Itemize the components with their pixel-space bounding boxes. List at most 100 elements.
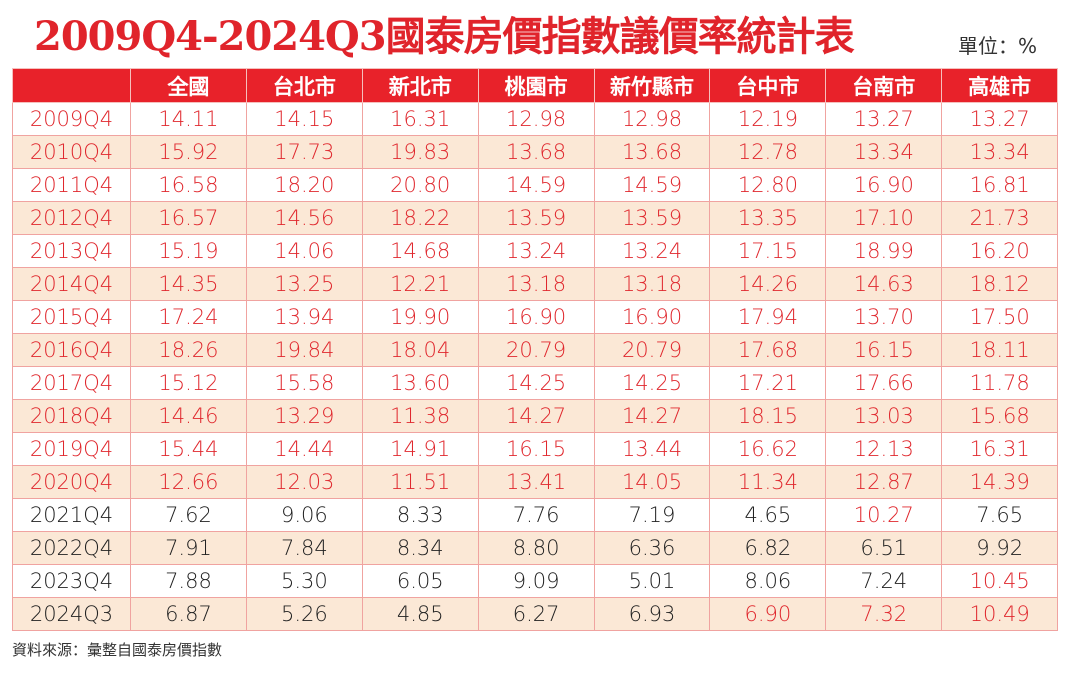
table-cell: 10.49 <box>941 597 1059 631</box>
table-cell: 16.31 <box>361 102 479 136</box>
table-cell: 13.03 <box>825 399 943 433</box>
table-cell: 19.84 <box>245 333 363 367</box>
table-cell: 19.83 <box>361 135 479 169</box>
table-cell: 17.21 <box>709 366 827 400</box>
row-header: 2015Q4 <box>12 300 131 334</box>
data-table: 全國 台北市 新北市 桃園市 新竹縣市 台中市 台南市 高雄市 2009Q4 14.11 14.1… <box>12 68 1059 631</box>
table-cell: 13.18 <box>593 267 711 301</box>
table-cell: 6.90 <box>709 597 827 631</box>
table-cell: 13.35 <box>709 201 827 235</box>
table-cell: 14.44 <box>245 432 363 466</box>
table-cell: 13.34 <box>941 135 1059 169</box>
table-cell: 5.01 <box>593 564 711 598</box>
row-header: 2023Q4 <box>12 564 131 598</box>
table-cell: 13.60 <box>361 366 479 400</box>
row-header: 2014Q4 <box>12 267 131 301</box>
table-cell: 18.26 <box>130 333 247 367</box>
table-cell: 17.68 <box>709 333 827 367</box>
table-cell: 7.76 <box>477 498 595 532</box>
table-cell: 14.59 <box>593 168 711 202</box>
table-cell: 9.09 <box>477 564 595 598</box>
table-cell: 10.45 <box>941 564 1059 598</box>
row-header: 2020Q4 <box>12 465 131 499</box>
table-cell: 7.84 <box>245 531 363 565</box>
table-cell: 7.32 <box>825 597 943 631</box>
table-cell: 14.25 <box>593 366 711 400</box>
table-cell: 18.04 <box>361 333 479 367</box>
table-cell: 13.24 <box>477 234 595 268</box>
table-cell: 15.12 <box>130 366 247 400</box>
table-cell: 15.44 <box>130 432 247 466</box>
table-cell: 14.26 <box>709 267 827 301</box>
row-header: 2018Q4 <box>12 399 131 433</box>
table-body: 2009Q4 14.11 14.15 16.31 12.98 12.98 12.19 13.2… <box>12 102 1059 631</box>
table-cell: 14.56 <box>245 201 363 235</box>
table-cell: 12.19 <box>709 102 827 136</box>
table-cell: 13.59 <box>593 201 711 235</box>
table-cell: 13.68 <box>477 135 595 169</box>
table-cell: 18.11 <box>941 333 1059 367</box>
table-cell: 14.11 <box>130 102 247 136</box>
table-cell: 20.79 <box>593 333 711 367</box>
table-cell: 11.51 <box>361 465 479 499</box>
table-cell: 10.27 <box>825 498 943 532</box>
table-cell: 12.13 <box>825 432 943 466</box>
table-row: 2012Q4 16.57 14.56 18.22 13.59 13.59 13.35 17.1… <box>12 201 1059 235</box>
table-cell: 4.65 <box>709 498 827 532</box>
table-cell: 7.91 <box>130 531 247 565</box>
table-cell: 8.80 <box>477 531 595 565</box>
table-row: 2015Q4 17.24 13.94 19.90 16.90 16.90 17.94 13.7… <box>12 300 1059 334</box>
table-cell: 13.29 <box>245 399 363 433</box>
table-cell: 16.90 <box>825 168 943 202</box>
table-cell: 6.05 <box>361 564 479 598</box>
table-cell: 13.24 <box>593 234 711 268</box>
table-cell: 12.03 <box>245 465 363 499</box>
table-cell: 16.15 <box>477 432 595 466</box>
table-cell: 15.58 <box>245 366 363 400</box>
row-header: 2016Q4 <box>12 333 131 367</box>
table-row: 2019Q4 15.44 14.44 14.91 16.15 13.44 16.62 12.1… <box>12 432 1059 466</box>
table-cell: 16.57 <box>130 201 247 235</box>
table-cell: 14.63 <box>825 267 943 301</box>
table-cell: 14.15 <box>245 102 363 136</box>
column-header: 新北市 <box>361 68 479 103</box>
table-cell: 14.35 <box>130 267 247 301</box>
table-cell: 5.26 <box>245 597 363 631</box>
table-cell: 20.80 <box>361 168 479 202</box>
title: 2009Q4-2024Q3國泰房價指數議價率統計表 <box>34 13 855 60</box>
table-cell: 4.85 <box>361 597 479 631</box>
table-cell: 12.98 <box>477 102 595 136</box>
table-cell: 17.66 <box>825 366 943 400</box>
table-cell: 7.88 <box>130 564 247 598</box>
table-cell: 6.82 <box>709 531 827 565</box>
table-cell: 6.87 <box>130 597 247 631</box>
table-cell: 6.93 <box>593 597 711 631</box>
table-cell: 9.92 <box>941 531 1059 565</box>
table-cell: 14.91 <box>361 432 479 466</box>
table-cell: 13.27 <box>941 102 1059 136</box>
table-cell: 13.34 <box>825 135 943 169</box>
column-header: 新竹縣市 <box>593 68 711 103</box>
table-row: 2022Q4 7.91 7.84 8.34 8.80 6.36 6.82 6.51 9.92 <box>12 531 1059 565</box>
table-row: 2013Q4 15.19 14.06 14.68 13.24 13.24 17.15 18.9… <box>12 234 1059 268</box>
table-row: 2014Q4 14.35 13.25 12.21 13.18 13.18 14.26 14.6… <box>12 267 1059 301</box>
table-row: 2009Q4 14.11 14.15 16.31 12.98 12.98 12.19 13.2… <box>12 102 1059 136</box>
table-cell: 14.25 <box>477 366 595 400</box>
table-cell: 12.78 <box>709 135 827 169</box>
table-cell: 16.31 <box>941 432 1059 466</box>
table-cell: 7.62 <box>130 498 247 532</box>
table-cell: 13.25 <box>245 267 363 301</box>
table-cell: 6.27 <box>477 597 595 631</box>
row-header: 2012Q4 <box>12 201 131 235</box>
table-cell: 11.34 <box>709 465 827 499</box>
table-row: 2021Q4 7.62 9.06 8.33 7.76 7.19 4.65 10.27 7.65 <box>12 498 1059 532</box>
table-row: 2017Q4 15.12 15.58 13.60 14.25 14.25 17.21 17.6… <box>12 366 1059 400</box>
table-cell: 13.44 <box>593 432 711 466</box>
row-header: 2021Q4 <box>12 498 131 532</box>
table-cell: 12.80 <box>709 168 827 202</box>
table-cell: 11.78 <box>941 366 1059 400</box>
table-row: 2010Q4 15.92 17.73 19.83 13.68 13.68 12.78 13.3… <box>12 135 1059 169</box>
table-cell: 17.15 <box>709 234 827 268</box>
table-row: 2016Q4 18.26 19.84 18.04 20.79 20.79 17.68 16.1… <box>12 333 1059 367</box>
table-cell: 12.21 <box>361 267 479 301</box>
